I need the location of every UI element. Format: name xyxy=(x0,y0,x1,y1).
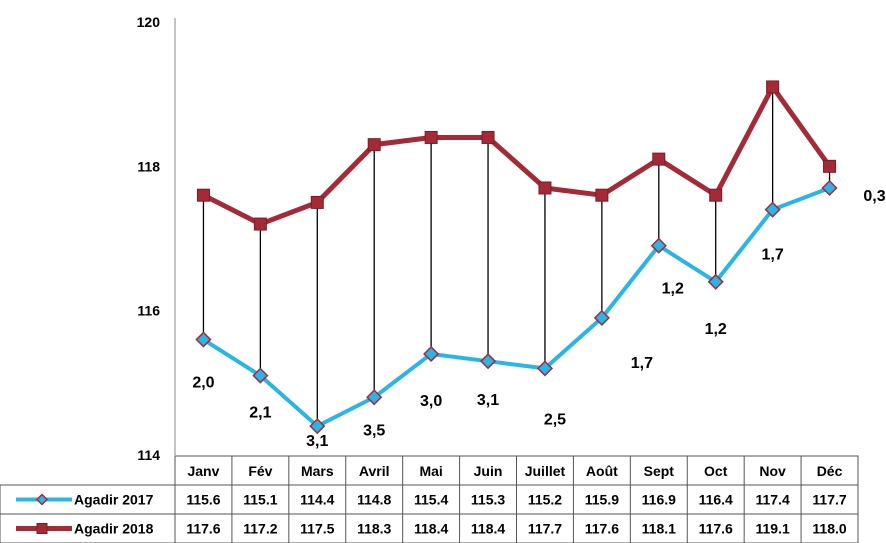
point-agadir-2018 xyxy=(823,159,837,173)
table-cell-value: 114.4 xyxy=(300,492,334,508)
point-agadir-2017 xyxy=(707,273,724,290)
series-line-agadir-2018 xyxy=(202,84,832,227)
x-category-label: Mars xyxy=(301,463,334,479)
point-agadir-2018 xyxy=(367,138,381,152)
table-cell-value: 115.1 xyxy=(243,492,277,508)
difference-label: 3,5 xyxy=(363,422,385,439)
difference-label: 1,7 xyxy=(631,355,653,372)
point-agadir-2017 xyxy=(593,309,610,326)
x-category-label: Sept xyxy=(644,463,675,479)
table-cell-value: 115.4 xyxy=(414,492,448,508)
point-agadir-2017 xyxy=(423,345,440,363)
point-agadir-2017 xyxy=(764,201,781,218)
table-cell-value: 116.9 xyxy=(642,492,676,508)
point-agadir-2017 xyxy=(821,179,838,197)
difference-label: 1,2 xyxy=(705,321,727,338)
difference-label: 1,7 xyxy=(762,247,784,264)
table-cell-value: 117.6 xyxy=(699,521,733,537)
point-agadir-2018 xyxy=(424,130,438,144)
table-cell-value: 117.4 xyxy=(755,492,789,508)
difference-label: 2,5 xyxy=(544,411,566,428)
series-line-agadir-2017 xyxy=(202,186,831,429)
table-cell-value: 117.7 xyxy=(528,521,562,537)
y-tick-label: 120 xyxy=(137,14,161,30)
point-agadir-2018 xyxy=(481,130,495,144)
table-cell-value: 115.3 xyxy=(471,492,505,508)
table-cell-value: 114.8 xyxy=(357,492,391,508)
point-agadir-2018 xyxy=(652,152,666,166)
point-agadir-2018 xyxy=(253,217,267,231)
x-category-label: Avril xyxy=(359,463,390,479)
x-category-label: Fév xyxy=(248,463,272,479)
x-category-label: Janv xyxy=(187,463,219,479)
difference-label: 3,0 xyxy=(420,393,442,410)
difference-label: 1,2 xyxy=(662,281,684,298)
point-agadir-2018 xyxy=(310,195,324,209)
table-cell-value: 117.7 xyxy=(812,492,846,508)
x-category-label: Déc xyxy=(817,463,843,479)
point-agadir-2017 xyxy=(650,237,667,254)
x-category-label: Juillet xyxy=(525,463,566,479)
point-agadir-2018 xyxy=(196,188,210,202)
x-category-label: Nov xyxy=(759,463,786,479)
table-cell-value: 115.6 xyxy=(186,492,220,508)
legend-label: Agadir 2017 xyxy=(74,492,154,508)
y-tick-label: 118 xyxy=(137,158,160,174)
point-agadir-2018 xyxy=(538,181,552,195)
point-agadir-2017 xyxy=(536,360,554,377)
table-cell-value: 117.5 xyxy=(300,521,334,537)
difference-label: 3,1 xyxy=(306,433,328,450)
table-cell-value: 118.1 xyxy=(642,521,676,537)
difference-label: 0,3 xyxy=(863,188,885,205)
difference-label: 3,1 xyxy=(477,392,499,409)
table-cell-value: 117.6 xyxy=(585,521,619,537)
table-cell-value: 119.1 xyxy=(755,521,789,537)
legend-marker-agadir-2018 xyxy=(36,523,48,534)
difference-label: 2,0 xyxy=(192,375,214,392)
table-cell-value: 116.4 xyxy=(699,492,733,508)
table-cell-value: 118.3 xyxy=(357,521,391,537)
point-agadir-2017 xyxy=(195,331,212,348)
x-category-label: Août xyxy=(586,463,618,479)
point-agadir-2017 xyxy=(252,367,269,384)
table-cell-value: 118.0 xyxy=(812,521,846,537)
point-agadir-2018 xyxy=(766,80,780,94)
point-agadir-2017 xyxy=(309,418,326,435)
table-cell-value: 118.4 xyxy=(471,521,505,537)
point-agadir-2017 xyxy=(366,389,383,406)
point-agadir-2018 xyxy=(595,188,609,202)
legend-label: Agadir 2018 xyxy=(74,521,154,537)
y-tick-label: 114 xyxy=(137,447,160,463)
x-category-label: Oct xyxy=(704,463,728,479)
point-agadir-2017 xyxy=(479,353,497,370)
legend-marker-agadir-2017 xyxy=(35,493,49,506)
difference-label: 2,1 xyxy=(249,405,271,422)
table-cell-value: 118.4 xyxy=(414,521,448,537)
y-tick-label: 116 xyxy=(137,303,160,319)
table-cell-value: 115.2 xyxy=(528,492,562,508)
table-cell-value: 117.6 xyxy=(186,521,220,537)
x-category-label: Juin xyxy=(474,463,503,479)
table-cell-value: 117.2 xyxy=(243,521,277,537)
x-category-label: Mai xyxy=(419,463,442,479)
point-agadir-2018 xyxy=(709,188,723,202)
table-cell-value: 115.9 xyxy=(585,492,619,508)
